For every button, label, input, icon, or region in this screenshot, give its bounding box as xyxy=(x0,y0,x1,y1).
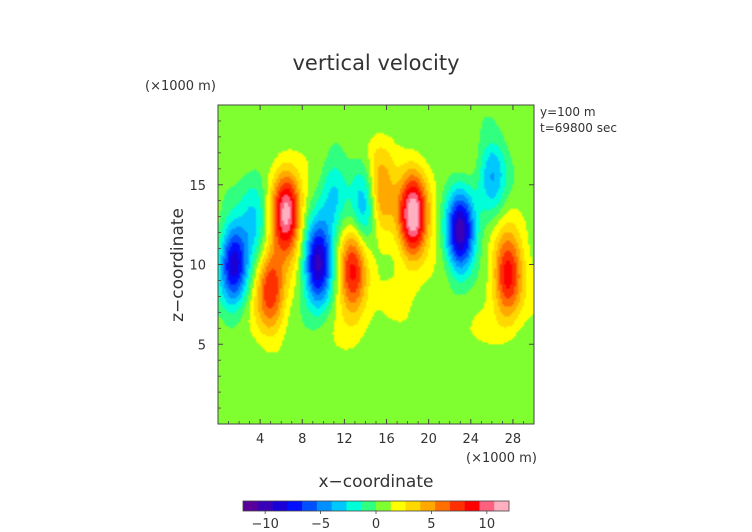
colorbar-cell xyxy=(331,501,347,511)
chart-title: vertical velocity xyxy=(292,51,459,75)
colorbar-cell xyxy=(420,501,436,511)
x-axis-ticks: 4 8 12 16 20 24 28 xyxy=(228,105,524,447)
colorbar-cell xyxy=(494,501,510,511)
plot-area: 4 8 12 16 20 24 28 5 10 15 xyxy=(189,104,535,447)
x-tick-label: 8 xyxy=(298,432,306,447)
y-unit-label: (×1000 m) xyxy=(145,79,216,94)
colorbar-tick-label: −10 xyxy=(251,517,278,532)
heatmap-raster xyxy=(218,105,534,424)
y-axis-ticks: 5 10 15 xyxy=(189,120,534,409)
colorbar-tick-label: −5 xyxy=(311,517,330,532)
annotation-y: y=100 m xyxy=(540,105,596,119)
colorbar: −10 −5 0 5 10 xyxy=(242,500,510,532)
colorbar-cell xyxy=(302,501,318,511)
x-tick-label: 4 xyxy=(256,432,264,447)
x-tick-label: 20 xyxy=(420,432,437,447)
colorbar-cell xyxy=(376,501,392,511)
colorbar-cell xyxy=(390,501,406,511)
colorbar-cell xyxy=(479,501,495,511)
colorbar-cells xyxy=(243,501,510,511)
annotation-t: t=69800 sec xyxy=(540,121,617,135)
colorbar-cell xyxy=(346,501,362,511)
colorbar-ticks: −10 −5 0 5 10 xyxy=(251,511,495,532)
colorbar-cell xyxy=(435,501,451,511)
y-tick-label: 5 xyxy=(198,338,206,353)
colorbar-cell xyxy=(449,501,465,511)
y-axis-label: z−coordinate xyxy=(168,208,188,322)
colorbar-tick-label: 10 xyxy=(479,517,496,532)
x-axis-label: x−coordinate xyxy=(319,472,434,492)
colorbar-cell xyxy=(287,501,303,511)
colorbar-tick-label: 0 xyxy=(372,517,380,532)
x-tick-label: 24 xyxy=(463,432,480,447)
colorbar-cell xyxy=(272,501,288,511)
y-tick-label: 15 xyxy=(189,179,206,194)
y-tick-label: 10 xyxy=(189,259,206,274)
colorbar-cell xyxy=(243,501,259,511)
x-tick-label: 16 xyxy=(378,432,395,447)
heatmap-image xyxy=(218,105,534,424)
x-tick-label: 28 xyxy=(505,432,522,447)
x-unit-label: (×1000 m) xyxy=(466,451,537,466)
colorbar-cell xyxy=(405,501,421,511)
colorbar-cell xyxy=(464,501,480,511)
colorbar-cell xyxy=(257,501,273,511)
colorbar-tick-label: 5 xyxy=(427,517,435,532)
x-tick-label: 12 xyxy=(336,432,353,447)
colorbar-cell xyxy=(316,501,332,511)
colorbar-cell xyxy=(361,501,377,511)
